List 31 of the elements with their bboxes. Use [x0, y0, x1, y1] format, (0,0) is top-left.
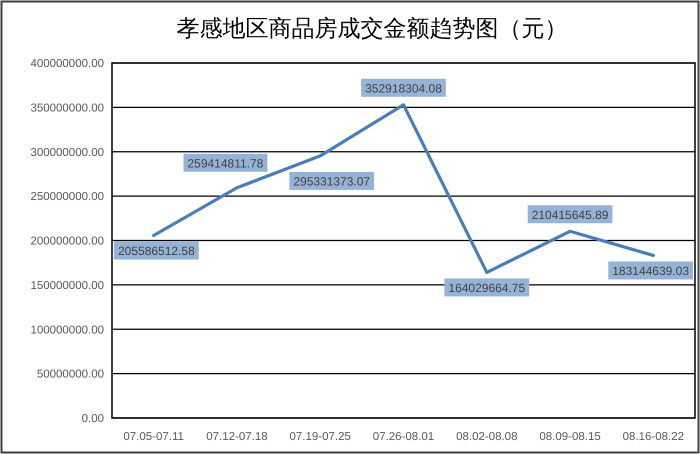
data-label: 205586512.58 — [114, 242, 199, 260]
data-label: 183144639.03 — [608, 261, 693, 280]
data-label: 352918304.08 — [365, 81, 442, 96]
y-tick-label: 250000000.00 — [30, 191, 104, 204]
data-label: 164029664.75 — [444, 278, 530, 296]
data-label: 259414811.78 — [184, 154, 268, 172]
data-label: 352918304.08 — [361, 78, 446, 97]
x-tick-label: 08.16-08.22 — [622, 431, 684, 443]
data-label: 210415645.89 — [528, 205, 612, 224]
data-label: 210415645.89 — [532, 208, 609, 222]
y-tick-label: 400000000.00 — [30, 58, 104, 70]
x-tick-label: 07.26-08.01 — [372, 431, 434, 443]
y-tick-label: 50000000.00 — [36, 368, 104, 381]
x-tick-label: 07.05-07.11 — [123, 431, 184, 443]
data-label: 295331373.07 — [289, 172, 374, 190]
data-label: 259414811.78 — [187, 156, 264, 170]
y-tick-label: 200000000.00 — [30, 236, 104, 248]
y-tick-label: 0.00 — [82, 413, 104, 425]
data-label: 164029664.75 — [448, 280, 526, 295]
y-tick-label: 300000000.00 — [30, 146, 104, 159]
y-tick-label: 100000000.00 — [30, 324, 104, 336]
x-tick-label: 08.09-08.15 — [539, 431, 601, 443]
x-tick-label: 08.02-08.08 — [456, 431, 518, 443]
y-tick-label: 150000000.00 — [30, 280, 104, 292]
x-tick-label: 07.12-07.18 — [206, 431, 268, 443]
chart-title: 孝感地区商品房成交金额趋势图（元） — [176, 16, 568, 41]
x-tick-label: 07.19-07.25 — [290, 431, 351, 443]
data-label: 183144639.03 — [612, 264, 690, 278]
y-tick-label: 350000000.00 — [30, 102, 104, 114]
data-label: 295331373.07 — [293, 174, 370, 188]
data-label: 205586512.58 — [118, 244, 196, 258]
